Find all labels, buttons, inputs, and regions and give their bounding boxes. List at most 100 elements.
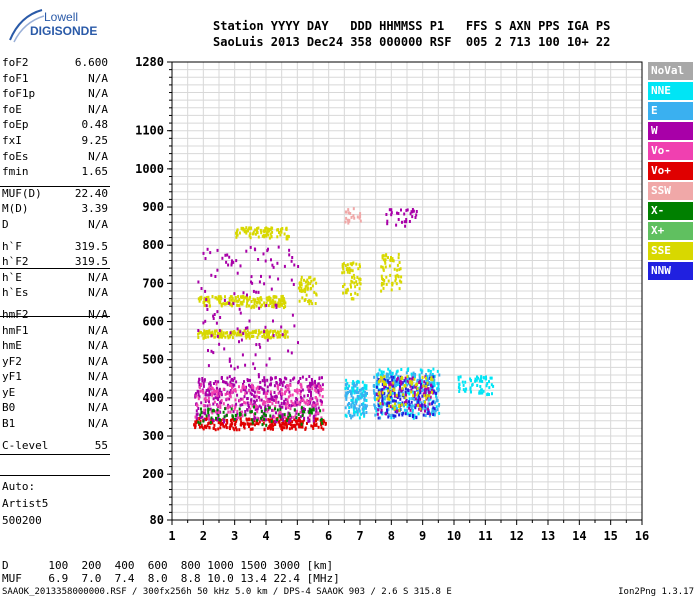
data-point (421, 403, 423, 407)
data-point (309, 275, 312, 279)
data-point (292, 415, 295, 419)
data-point (270, 336, 272, 340)
data-point (356, 215, 359, 219)
data-point (432, 375, 435, 379)
data-point (416, 379, 419, 383)
data-point (436, 381, 439, 385)
data-point (199, 413, 202, 417)
data-point (385, 372, 388, 376)
data-point (256, 385, 259, 389)
data-point (342, 262, 345, 266)
data-point (347, 387, 349, 390)
data-point (281, 426, 284, 430)
data-point (252, 289, 255, 293)
data-point (216, 404, 219, 408)
data-point (286, 387, 289, 391)
data-point (391, 378, 394, 382)
param-label: h`E (2, 270, 22, 284)
data-point (198, 386, 201, 390)
data-point (315, 397, 318, 401)
data-point (397, 212, 400, 215)
data-point (308, 410, 311, 414)
data-point (197, 420, 200, 424)
data-point (380, 274, 383, 278)
data-point (380, 265, 383, 269)
data-point (397, 252, 400, 256)
param-value: 0.48 (81, 118, 109, 132)
data-point (350, 297, 353, 301)
data-point (294, 400, 297, 404)
data-point (263, 414, 266, 418)
param-label: yE (2, 385, 16, 399)
data-point (392, 384, 394, 388)
data-point (273, 384, 276, 388)
data-point (216, 412, 219, 416)
data-point (258, 398, 261, 402)
data-point (359, 212, 362, 216)
data-point (287, 387, 290, 391)
data-point (238, 304, 241, 308)
data-point (358, 216, 361, 220)
data-point (353, 216, 356, 220)
data-point (262, 233, 265, 237)
data-point (305, 280, 307, 284)
data-point (194, 420, 197, 424)
data-point (353, 382, 355, 386)
data-point (254, 405, 257, 409)
data-point (383, 381, 386, 385)
data-point (217, 421, 220, 425)
data-point (294, 414, 297, 418)
data-point (350, 292, 352, 296)
data-point (249, 295, 251, 299)
data-point (227, 336, 230, 340)
data-point (405, 378, 408, 382)
data-point (241, 414, 244, 418)
data-point (269, 399, 272, 403)
param-row: B0 N/A (0, 401, 112, 417)
data-point (387, 387, 390, 391)
data-point (249, 391, 252, 395)
data-point (265, 395, 268, 399)
data-point (275, 333, 278, 336)
data-point (280, 381, 283, 385)
data-point (352, 261, 355, 265)
data-point (219, 406, 222, 410)
data-point (296, 398, 299, 402)
data-point (219, 392, 222, 396)
data-point (394, 404, 397, 408)
data-point (398, 387, 401, 391)
data-point (362, 405, 365, 409)
auto-artist: Artist5 (2, 497, 49, 510)
data-point (341, 263, 344, 267)
data-point (374, 405, 377, 409)
data-point (284, 404, 287, 408)
data-point (248, 418, 251, 422)
data-point (356, 410, 359, 414)
data-point (248, 319, 251, 323)
data-point (289, 421, 292, 425)
data-point (358, 263, 361, 267)
data-point (299, 399, 302, 403)
data-point (352, 273, 355, 277)
data-point (229, 302, 232, 306)
data-point (464, 380, 467, 384)
data-point (375, 409, 378, 413)
data-point (254, 228, 257, 232)
data-point (265, 296, 268, 300)
data-point (272, 295, 275, 299)
data-point (280, 227, 283, 231)
data-point (257, 235, 260, 239)
data-point (236, 412, 239, 416)
data-point (201, 389, 204, 393)
data-point (385, 387, 388, 390)
data-point (300, 406, 303, 410)
data-point (208, 301, 211, 305)
data-point (310, 393, 312, 397)
data-point (219, 423, 222, 426)
data-point (268, 418, 271, 422)
legend-item: E (648, 102, 693, 120)
data-point (428, 394, 431, 398)
data-point (230, 364, 232, 368)
data-point (226, 334, 229, 338)
legend-item: Vo- (648, 142, 693, 160)
